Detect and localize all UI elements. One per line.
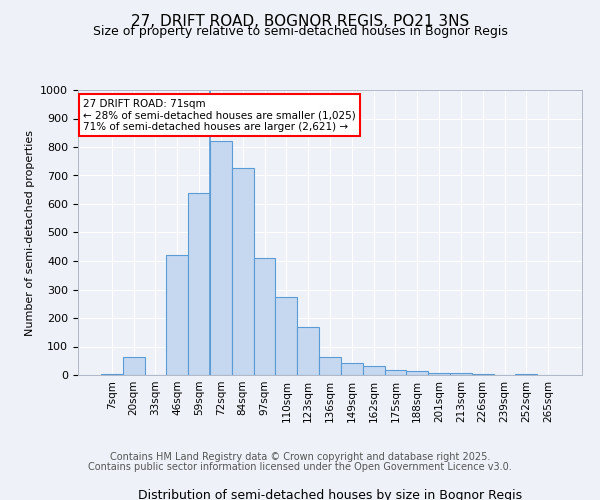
Bar: [472, 374, 494, 375]
X-axis label: Distribution of semi-detached houses by size in Bognor Regis: Distribution of semi-detached houses by …: [138, 488, 522, 500]
Text: 27 DRIFT ROAD: 71sqm
← 28% of semi-detached houses are smaller (1,025)
71% of se: 27 DRIFT ROAD: 71sqm ← 28% of semi-detac…: [83, 98, 356, 132]
Bar: [515, 374, 537, 375]
Bar: [450, 373, 472, 375]
Y-axis label: Number of semi-detached properties: Number of semi-detached properties: [25, 130, 35, 336]
Bar: [188, 193, 210, 375]
Bar: [275, 298, 297, 375]
Text: Contains HM Land Registry data © Crown copyright and database right 2025.: Contains HM Land Registry data © Crown c…: [110, 452, 490, 462]
Bar: [254, 258, 275, 375]
Bar: [319, 357, 341, 375]
Text: Size of property relative to semi-detached houses in Bognor Regis: Size of property relative to semi-detach…: [92, 25, 508, 38]
Bar: [363, 366, 385, 375]
Bar: [297, 326, 319, 375]
Text: Contains public sector information licensed under the Open Government Licence v3: Contains public sector information licen…: [88, 462, 512, 472]
Bar: [166, 255, 188, 375]
Bar: [406, 370, 428, 375]
Bar: [385, 370, 406, 375]
Bar: [123, 357, 145, 375]
Bar: [428, 372, 450, 375]
Bar: [101, 374, 123, 375]
Bar: [232, 168, 254, 375]
Text: 27, DRIFT ROAD, BOGNOR REGIS, PO21 3NS: 27, DRIFT ROAD, BOGNOR REGIS, PO21 3NS: [131, 14, 469, 29]
Bar: [210, 142, 232, 375]
Bar: [341, 363, 363, 375]
